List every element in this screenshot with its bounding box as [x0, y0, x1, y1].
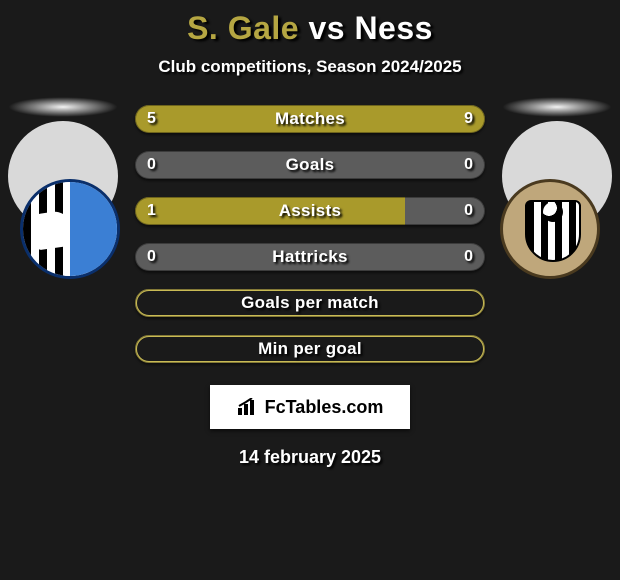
subtitle: Club competitions, Season 2024/2025: [0, 57, 620, 77]
page-title: S. Gale vs Ness: [0, 0, 620, 47]
player2-name: Ness: [354, 10, 433, 46]
stat-bar-right-value: 0: [464, 197, 473, 225]
date-text: 14 february 2025: [0, 447, 620, 468]
vs-text: vs: [308, 10, 345, 46]
stat-bars: Matches59Goals00Assists10Hattricks00Goal…: [135, 105, 485, 363]
stat-bar-label: Assists: [135, 197, 485, 225]
chart-icon: [237, 398, 259, 416]
player1-club-crest: [20, 179, 120, 279]
stat-bar: Goals per match: [135, 289, 485, 317]
stat-bar: Min per goal: [135, 335, 485, 363]
stat-bar: Matches5 9: [135, 105, 485, 133]
stat-bar-left-value: 0: [147, 151, 156, 179]
stat-bar-right-value: 0: [464, 151, 473, 179]
stat-bar-label: Goals: [135, 151, 485, 179]
stat-bar-right-value: 0: [464, 243, 473, 271]
player2-club-crest: [500, 179, 600, 279]
stat-bar-label: Goals per match: [135, 289, 485, 317]
stat-bar-label: Hattricks: [135, 243, 485, 271]
watermark: FcTables.com: [210, 385, 410, 429]
stat-bar: Hattricks0 0: [135, 243, 485, 271]
stat-bar-left-value: 0: [147, 243, 156, 271]
stat-bar: Assists1 0: [135, 197, 485, 225]
stat-bar: Goals0 0: [135, 151, 485, 179]
watermark-text: FcTables.com: [265, 397, 384, 418]
stat-bar-label: Matches: [135, 105, 485, 133]
comparison-stage: Matches59Goals00Assists10Hattricks00Goal…: [0, 105, 620, 363]
stat-bar-label: Min per goal: [135, 335, 485, 363]
stat-bar-right-value: 9: [464, 105, 473, 133]
stat-bar-left-value: 1: [147, 197, 156, 225]
stat-bar-left-value: 5: [147, 105, 156, 133]
player1-name: S. Gale: [187, 10, 299, 46]
